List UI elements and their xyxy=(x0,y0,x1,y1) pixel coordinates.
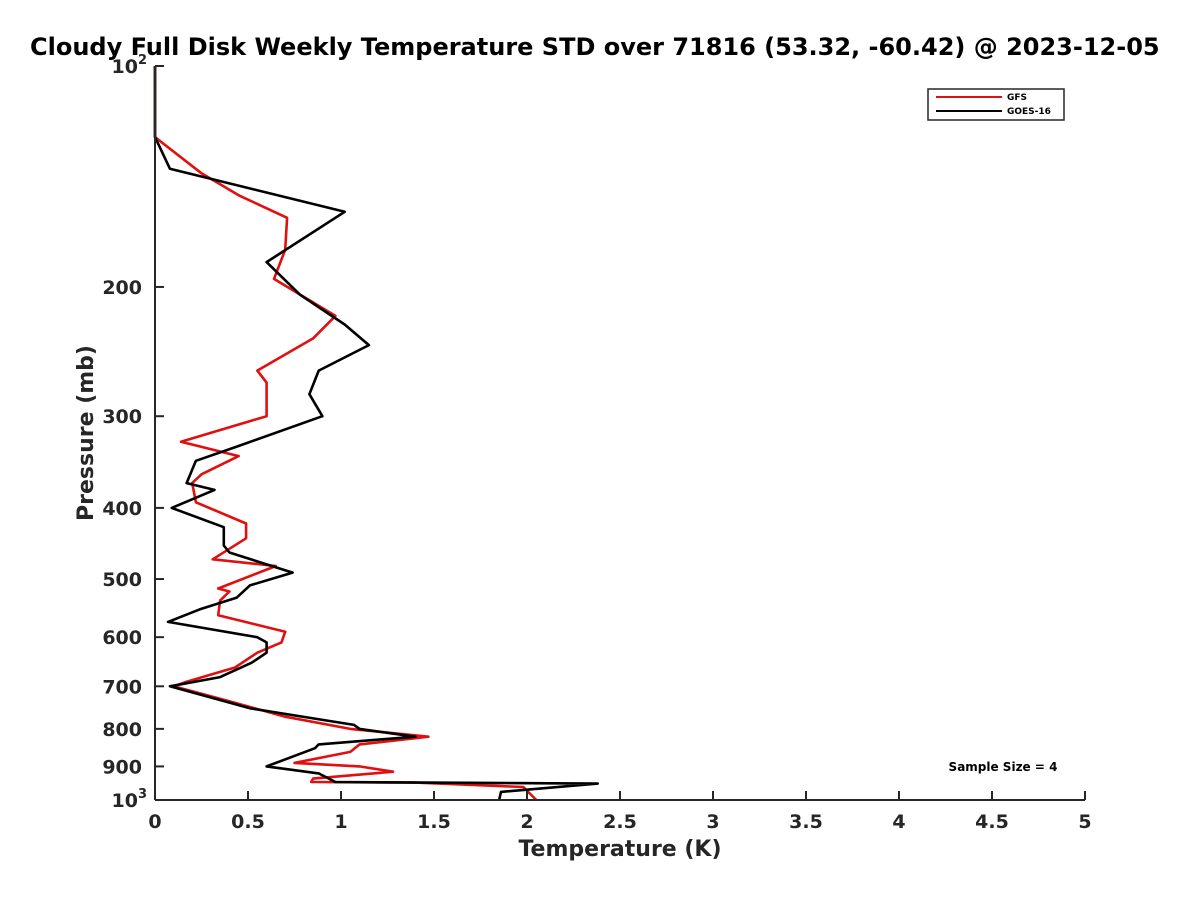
y-tick-label: 200 xyxy=(102,277,142,299)
y-tick-label: 900 xyxy=(102,756,142,778)
y-tick-label: 400 xyxy=(102,498,142,520)
legend-box xyxy=(927,88,1065,121)
series-layer xyxy=(153,66,600,801)
y-axis-label: Pressure (mb) xyxy=(74,345,99,521)
x-tick-label: 0.5 xyxy=(231,811,265,833)
y-tick-label: 600 xyxy=(102,627,142,649)
x-tick-label: 1 xyxy=(334,811,347,833)
y-tick-label: 800 xyxy=(102,719,142,741)
x-tick-label: 0 xyxy=(148,811,161,833)
x-tick-label: 2 xyxy=(520,811,533,833)
y-tick-label: 102 xyxy=(112,53,148,78)
x-tick-label: 3 xyxy=(706,811,719,833)
series-line-goes16 xyxy=(153,66,600,801)
x-tick-label: 3.5 xyxy=(789,811,823,833)
chart-title: Cloudy Full Disk Weekly Temperature STD … xyxy=(30,33,1160,61)
x-tick-label: 1.5 xyxy=(417,811,451,833)
y-tick-label: 103 xyxy=(112,787,148,812)
y-tick-label: 300 xyxy=(102,406,142,428)
x-tick-label: 5 xyxy=(1078,811,1091,833)
legend: GFS GOES-16 xyxy=(927,88,1065,121)
x-tick-label: 4.5 xyxy=(975,811,1009,833)
y-tick-label: 700 xyxy=(102,676,142,698)
x-tick-label: 4 xyxy=(892,811,905,833)
y-tick-label: 500 xyxy=(102,569,142,591)
x-axis-label: Temperature (K) xyxy=(518,837,721,862)
x-tick-label: 2.5 xyxy=(603,811,637,833)
legend-label-gfs: GFS xyxy=(1007,93,1027,103)
x-ticks: 0 0.5 1 1.5 2 2.5 3 3.5 4 4.5 5 xyxy=(148,791,1092,833)
y-ticks: 102 200 300 400 500 600 700 800 900 103 xyxy=(102,53,164,812)
sample-size-annotation: Sample Size = 4 xyxy=(949,760,1058,774)
plot-area xyxy=(155,66,1085,800)
legend-label-goes16: GOES-16 xyxy=(1007,107,1051,117)
series-line-gfs xyxy=(153,66,538,801)
